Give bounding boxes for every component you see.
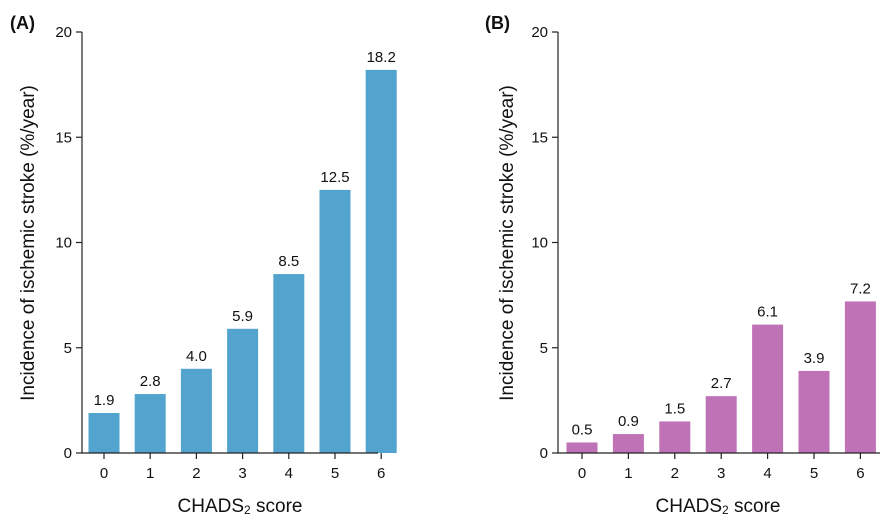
y-tick-label: 15: [531, 129, 548, 146]
y-tick-label: 5: [540, 340, 548, 357]
panel-b-y-axis-ticks: 0 5 10 15 20: [531, 24, 558, 462]
panel-a: (A) 0 5 10 15 20 1.9 2.8 4.0 5.9 8.5 12.5 18.2 0 1 2…: [10, 13, 397, 517]
x-tick-label: 6: [377, 465, 385, 482]
panel-b-x-axis-ticks: 0 1 2 3 4 5 6: [578, 453, 865, 482]
x-tick-label: 2: [192, 465, 200, 482]
x-tick-label: 3: [238, 465, 246, 482]
x-tick-label: 5: [331, 465, 339, 482]
y-tick-label: 10: [55, 235, 72, 252]
bar: [180, 368, 212, 453]
bar-value-label: 1.9: [94, 392, 115, 409]
y-tick-label: 10: [531, 235, 548, 252]
panel-b: (B) 0 5 10 15 20 0.5 0.9 1.5 2.7 6.1 3.9 7.2 0 1 2 3 4…: [485, 13, 880, 517]
bar: [365, 69, 397, 453]
panel-a-y-axis-ticks: 0 5 10 15 20: [55, 24, 82, 462]
bar-value-label: 3.9: [804, 350, 825, 367]
y-tick-label: 20: [55, 24, 72, 41]
bar: [612, 434, 644, 453]
bar: [227, 328, 259, 453]
bar-value-label: 5.9: [232, 308, 253, 325]
bar-value-label: 7.2: [850, 280, 871, 297]
panel-a-bars: 1.9 2.8 4.0 5.9 8.5 12.5 18.2: [88, 49, 397, 453]
bar: [319, 189, 351, 453]
bar: [566, 442, 598, 453]
panel-b-x-axis-title-tail: score: [729, 496, 781, 517]
bar: [798, 370, 830, 453]
bar: [705, 396, 737, 453]
bar: [659, 421, 691, 453]
bar-value-label: 12.5: [320, 169, 349, 186]
panel-a-y-axis-title: Incidence of ischemic stroke (%/year): [18, 85, 39, 401]
panel-a-x-axis-title: CHADS2 score: [178, 496, 303, 517]
bar-value-label: 4.0: [186, 348, 207, 365]
panel-a-x-axis-title-main: CHADS: [178, 496, 245, 517]
y-tick-label: 20: [531, 24, 548, 41]
panel-b-axis-lines: [557, 32, 880, 454]
y-tick-label: 0: [64, 445, 72, 462]
x-tick-label: 2: [671, 465, 679, 482]
bar-value-label: 2.7: [711, 375, 732, 392]
bar: [752, 324, 784, 453]
bar: [88, 413, 120, 453]
panel-b-y-axis-title: Incidence of ischemic stroke (%/year): [497, 85, 518, 401]
panel-b-x-axis-title-subscript: 2: [722, 503, 729, 517]
panel-a-x-axis-title-subscript: 2: [244, 503, 251, 517]
x-tick-label: 0: [100, 465, 108, 482]
x-tick-label: 4: [285, 465, 293, 482]
x-tick-label: 0: [578, 465, 586, 482]
x-tick-label: 3: [717, 465, 725, 482]
bar-value-label: 8.5: [278, 253, 299, 270]
x-tick-label: 5: [810, 465, 818, 482]
y-tick-label: 15: [55, 129, 72, 146]
x-tick-label: 1: [146, 465, 154, 482]
panel-a-x-axis-ticks: 0 1 2 3 4 5 6: [100, 453, 385, 482]
bar-value-label: 1.5: [664, 400, 685, 417]
panel-a-label: (A): [10, 13, 35, 33]
x-tick-label: 6: [856, 465, 864, 482]
panel-a-x-axis-title-tail: score: [251, 496, 303, 517]
panel-b-label: (B): [485, 13, 510, 33]
bar: [134, 394, 166, 453]
y-tick-label: 5: [64, 340, 72, 357]
x-tick-label: 4: [763, 465, 771, 482]
panel-b-x-axis-title: CHADS2 score: [656, 496, 781, 517]
panel-b-bars: 0.5 0.9 1.5 2.7 6.1 3.9 7.2: [566, 280, 876, 453]
panel-a-axis-lines: [81, 32, 378, 454]
bar: [273, 274, 305, 453]
y-tick-label: 0: [540, 445, 548, 462]
bar-value-label: 0.9: [618, 413, 639, 430]
bar-value-label: 6.1: [757, 304, 778, 321]
panel-b-x-axis-title-main: CHADS: [656, 496, 723, 517]
bar-value-label: 0.5: [572, 421, 593, 438]
x-tick-label: 1: [624, 465, 632, 482]
bar-value-label: 18.2: [367, 49, 396, 66]
bar: [844, 301, 876, 453]
bar-value-label: 2.8: [140, 373, 161, 390]
